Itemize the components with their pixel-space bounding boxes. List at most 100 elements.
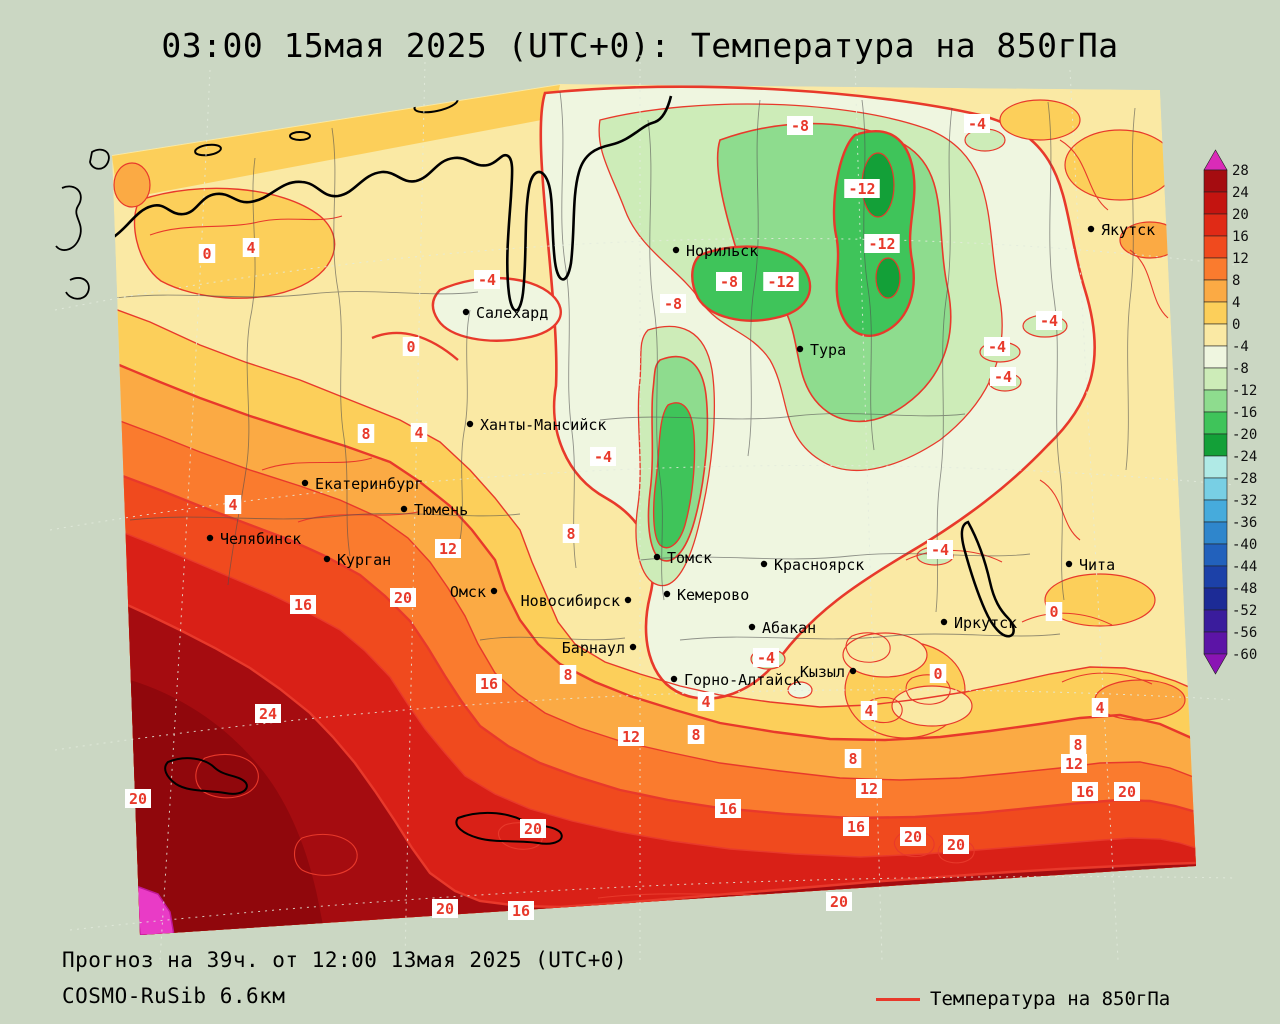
contour-label-box — [402, 337, 420, 356]
contour-label: -4 — [594, 448, 612, 466]
city-label: Омск — [450, 583, 486, 601]
colorbar-tick: -60 — [1232, 647, 1257, 663]
city-label: Новосибирск — [521, 592, 620, 610]
colorbar-tick: 20 — [1232, 207, 1249, 223]
contour-label: 16 — [294, 596, 312, 614]
contour-label: -4 — [994, 368, 1012, 386]
contour-label-box — [1069, 735, 1087, 754]
city-dot — [462, 308, 470, 316]
contour-label: -8 — [664, 295, 682, 313]
contour-label-box — [964, 114, 990, 133]
contour-label: 8 — [566, 525, 575, 543]
contour-label-box — [559, 665, 577, 684]
background-coastlines — [55, 148, 110, 300]
city-label: Якутск — [1101, 221, 1155, 239]
legend-line-sample — [876, 997, 920, 1001]
contour-label: 20 — [830, 893, 848, 911]
city-dot — [1065, 560, 1073, 568]
contour-label: 4 — [228, 496, 237, 514]
contour-label-box — [1072, 782, 1098, 801]
colorbar-tick: 16 — [1232, 229, 1249, 245]
city-label: Иркутск — [954, 614, 1017, 632]
contour-label: -4 — [968, 115, 986, 133]
city-dot — [206, 534, 214, 542]
city-label: Абакан — [762, 619, 816, 637]
contour-label: 0 — [406, 338, 415, 356]
colorbar-segment — [1203, 477, 1228, 501]
contour-label: -4 — [931, 541, 949, 559]
colorbar-tick: -52 — [1232, 603, 1257, 619]
colorbar-segment — [1203, 367, 1228, 391]
contour-label-box — [990, 367, 1016, 386]
contour-label-box — [697, 692, 715, 711]
colorbar-segment — [1203, 455, 1228, 479]
city-label: Красноярск — [774, 556, 864, 574]
colorbar-tick: -44 — [1232, 559, 1257, 575]
contour-label-box — [984, 337, 1010, 356]
contour-label-box — [753, 648, 779, 667]
contour-label: 8 — [1073, 736, 1082, 754]
colorbar-tick: -24 — [1232, 449, 1257, 465]
colorbar-tick: 28 — [1232, 163, 1249, 179]
contour-label: 0 — [933, 665, 942, 683]
contour-label: 4 — [246, 239, 255, 257]
city-dot — [940, 618, 948, 626]
colorbar-tick: -48 — [1232, 581, 1257, 597]
contour-label-box — [943, 835, 969, 854]
contour-label-box — [687, 725, 705, 744]
colorbar-segment — [1203, 169, 1228, 193]
city-markers: Норильск Салехард Тура Якутск Ханты-Мансийск… — [206, 221, 1155, 689]
colorbar-tick: -8 — [1232, 361, 1249, 377]
contour-label-box — [357, 424, 375, 443]
city-dot — [629, 643, 637, 651]
colorbar-tick: -12 — [1232, 383, 1257, 399]
contour-label: 0 — [202, 245, 211, 263]
contour-label-box — [856, 779, 882, 798]
city-label: Тюмень — [414, 501, 468, 519]
colorbar-tick: -20 — [1232, 427, 1257, 443]
contour-label-box — [843, 817, 869, 836]
contour-lines — [112, 139, 1196, 909]
contour-label-box — [290, 595, 316, 614]
lake-baikal — [960, 520, 1015, 638]
contour-label: 20 — [129, 790, 147, 808]
contour-label-box — [844, 749, 862, 768]
city-dot — [672, 246, 680, 254]
contour-label-box — [844, 179, 880, 198]
contour-label: 16 — [847, 818, 865, 836]
city-dot — [796, 345, 804, 353]
legend: Температура на 850гПа — [876, 988, 1170, 1010]
page-title: 03:00 15мая 2025 (UTC+0): Температура на… — [161, 26, 1119, 65]
contour-label: 4 — [864, 702, 873, 720]
city-label: Тура — [810, 341, 846, 359]
contour-label: 12 — [860, 780, 878, 798]
city-label: Норильск — [686, 242, 758, 260]
contour-label-box — [125, 789, 151, 808]
city-dot — [624, 596, 632, 604]
contour-label-box — [410, 423, 428, 442]
contour-label: 4 — [701, 693, 710, 711]
contour-label-box — [198, 244, 216, 263]
colorbar-segment — [1203, 499, 1228, 523]
colorbar-segment — [1203, 191, 1228, 215]
colorbar-tick: -36 — [1232, 515, 1257, 531]
contour-label-box — [1061, 754, 1087, 773]
contour-label: 4 — [1095, 699, 1104, 717]
contour-label: -8 — [791, 117, 809, 135]
model-info-line: COSMO-RuSib 6.6км — [62, 984, 286, 1008]
contour-label: 16 — [719, 800, 737, 818]
colorbar-tick: -16 — [1232, 405, 1257, 421]
contour-labels: -8 -4-12-12-8 -12-8-4-4-40 4-408 4-44128-416… — [125, 114, 1140, 920]
colorbar-tick: 4 — [1232, 295, 1240, 311]
island — [194, 143, 222, 157]
contour-label: 8 — [361, 425, 370, 443]
colorbar-segment — [1203, 565, 1228, 589]
colorbar-segment — [1203, 543, 1228, 567]
contour-label-box — [763, 272, 799, 291]
colorbar-segment — [1203, 411, 1228, 435]
contour-label: -4 — [478, 271, 496, 289]
colorbar-tick: -32 — [1232, 493, 1257, 509]
city-label: Томск — [667, 549, 712, 567]
city-dot — [490, 587, 498, 595]
